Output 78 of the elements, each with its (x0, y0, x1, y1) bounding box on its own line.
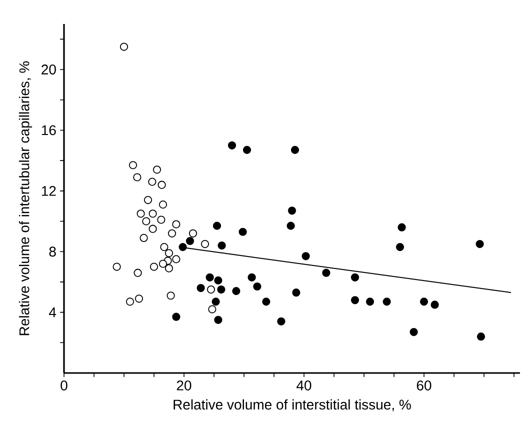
point (140, 234, 148, 242)
x-tick-label: 60 (416, 380, 432, 390)
point (398, 223, 406, 232)
point (212, 222, 222, 230)
x-tick-label: 0 (60, 380, 68, 390)
point (214, 316, 222, 324)
point (232, 287, 240, 296)
point (410, 328, 418, 336)
point (128, 161, 138, 170)
point (136, 210, 145, 218)
point (148, 178, 156, 186)
point (188, 229, 198, 238)
point (150, 262, 158, 271)
point (172, 220, 180, 228)
point (172, 312, 180, 321)
point (366, 298, 374, 306)
point (160, 243, 168, 252)
point (350, 296, 360, 304)
point (120, 42, 128, 51)
point (157, 216, 166, 224)
point (292, 288, 300, 297)
point (476, 332, 486, 341)
point (133, 173, 142, 182)
point (134, 268, 142, 277)
x-tick-label: 20 (176, 380, 192, 390)
point (142, 217, 150, 226)
point (262, 298, 270, 306)
x-tick-label: 40 (296, 380, 312, 390)
y-axis-title: Relative volume of intertubular capillaries, % (18, 61, 32, 336)
point (322, 268, 330, 277)
point (164, 249, 174, 258)
point (166, 292, 175, 300)
y-tick-label: 12 (42, 186, 56, 196)
y-tick-label: 20 (42, 64, 56, 74)
point (206, 273, 214, 282)
point (178, 243, 187, 252)
point (158, 260, 168, 268)
point (476, 240, 484, 248)
point (152, 166, 162, 174)
point (214, 276, 222, 284)
point (126, 298, 134, 306)
point (148, 210, 157, 218)
point (430, 300, 439, 309)
point (158, 180, 166, 189)
point (200, 240, 210, 248)
point (286, 222, 295, 230)
x-axis-title: Relative volume of interstitial tissue, % (174, 399, 411, 412)
point (112, 262, 121, 271)
point (238, 228, 247, 236)
point (158, 200, 168, 209)
point (196, 284, 205, 292)
point (396, 243, 404, 252)
point (164, 264, 174, 272)
y-tick-label: 4 (48, 307, 56, 318)
point (208, 305, 216, 314)
point (253, 282, 262, 291)
point (168, 229, 176, 238)
point (277, 317, 286, 326)
point (350, 273, 360, 282)
point (172, 255, 180, 264)
point (206, 285, 216, 294)
point (186, 236, 194, 246)
point (382, 298, 391, 306)
point (218, 241, 226, 250)
point (290, 146, 300, 154)
point (212, 298, 220, 306)
point (228, 141, 236, 150)
point (302, 252, 310, 260)
point (148, 224, 157, 233)
point (248, 273, 256, 282)
point (288, 206, 296, 215)
point (242, 146, 252, 154)
point (134, 294, 144, 303)
point (144, 196, 152, 204)
y-tick-label: 16 (42, 125, 56, 136)
point (217, 285, 226, 294)
y-tick-label: 8 (49, 246, 56, 257)
point (420, 298, 428, 306)
